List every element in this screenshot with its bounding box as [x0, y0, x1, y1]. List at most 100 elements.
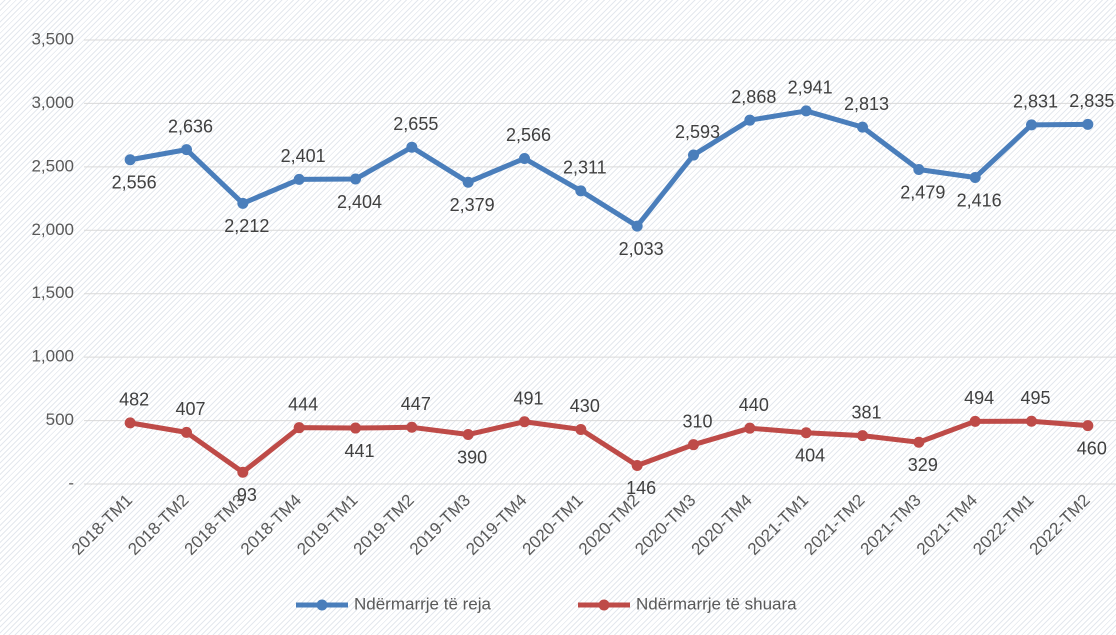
y-tick-label: 2,500 — [31, 156, 74, 175]
data-label: 407 — [175, 399, 205, 419]
data-point — [631, 459, 643, 471]
data-label: 494 — [964, 388, 994, 408]
data-point — [406, 141, 418, 153]
data-label: 2,655 — [393, 114, 438, 134]
data-point — [575, 423, 587, 435]
data-label: 447 — [401, 394, 431, 414]
data-point — [406, 421, 418, 433]
data-label: 2,813 — [844, 94, 889, 114]
data-point — [744, 422, 756, 434]
data-point — [293, 422, 305, 434]
data-label: 2,404 — [337, 192, 382, 212]
data-point — [350, 173, 361, 185]
data-point — [124, 417, 136, 429]
data-label: 482 — [119, 390, 149, 410]
data-label: 146 — [626, 478, 656, 498]
data-label: 93 — [237, 485, 257, 505]
legend-label: Ndërmarrje të reja — [354, 594, 492, 613]
data-point — [1082, 420, 1094, 432]
data-point — [124, 154, 136, 166]
data-point — [913, 164, 925, 176]
data-point — [744, 114, 756, 126]
data-label: 381 — [851, 402, 881, 422]
data-label: 2,941 — [788, 78, 833, 98]
data-label: 2,401 — [281, 146, 326, 166]
legend-marker — [598, 599, 610, 611]
data-point — [969, 172, 981, 184]
data-label: 2,831 — [1013, 92, 1058, 112]
y-tick-label: - — [68, 473, 74, 492]
data-point — [519, 416, 530, 428]
data-label: 2,212 — [224, 216, 269, 236]
data-point — [462, 429, 474, 441]
x-tick-label: 2021-TM2 — [800, 491, 868, 559]
legend-marker — [316, 599, 328, 611]
data-label: 440 — [739, 395, 769, 415]
data-point — [1082, 118, 1094, 130]
data-point — [1026, 415, 1037, 427]
data-point — [857, 430, 868, 442]
y-tick-label: 3,500 — [31, 29, 74, 48]
x-tick-label: 2019-TM1 — [293, 491, 361, 559]
data-point — [631, 220, 643, 232]
y-tick-label: 3,000 — [31, 93, 74, 112]
data-label: 2,416 — [957, 190, 1002, 210]
data-label: 2,033 — [619, 239, 664, 259]
data-point — [1026, 119, 1037, 131]
data-point — [519, 152, 530, 164]
data-point — [913, 436, 925, 448]
x-tick-label: 2019-TM2 — [350, 491, 418, 559]
data-label: 390 — [457, 447, 487, 467]
data-label: 2,636 — [168, 116, 213, 136]
x-tick-label: 2022-TM1 — [969, 491, 1037, 559]
data-point — [688, 149, 699, 161]
data-label: 2,868 — [731, 87, 776, 107]
data-label: 404 — [795, 445, 825, 465]
data-label: 2,835 — [1069, 91, 1114, 111]
data-label: 441 — [344, 441, 374, 461]
x-tick-label: 2021-TM1 — [744, 491, 812, 559]
x-tick-label: 2019-TM4 — [462, 491, 530, 559]
y-tick-label: 1,000 — [31, 347, 74, 366]
data-label: 2,566 — [506, 125, 551, 145]
x-tick-label: 2021-TM3 — [857, 491, 925, 559]
data-point — [575, 185, 587, 197]
data-label: 495 — [1020, 388, 1050, 408]
data-point — [462, 176, 474, 188]
data-label: 310 — [682, 411, 712, 431]
data-point — [181, 426, 192, 438]
data-point — [969, 415, 981, 427]
x-tick-label: 2020-TM3 — [631, 491, 699, 559]
legend-label: Ndërmarrje të shuara — [636, 594, 797, 613]
data-point — [293, 173, 305, 185]
data-point — [800, 427, 812, 439]
data-label: 430 — [570, 396, 600, 416]
y-tick-label: 500 — [46, 410, 74, 429]
series-line — [129, 108, 1088, 229]
data-point — [688, 439, 699, 451]
data-point — [237, 197, 249, 209]
data-point — [800, 105, 812, 117]
data-point — [181, 144, 192, 156]
data-point — [857, 121, 868, 133]
x-tick-label: 2021-TM4 — [913, 491, 981, 559]
x-tick-label: 2018-TM1 — [68, 491, 136, 559]
x-tick-label: 2018-TM2 — [124, 491, 192, 559]
x-tick-label: 2022-TM2 — [1026, 491, 1094, 559]
data-label: 2,379 — [450, 195, 495, 215]
y-tick-label: 2,000 — [31, 220, 74, 239]
data-label: 2,479 — [900, 182, 945, 202]
x-tick-label: 2020-TM1 — [519, 491, 587, 559]
data-label: 2,311 — [563, 158, 607, 178]
y-tick-label: 1,500 — [31, 283, 74, 302]
series-line — [129, 418, 1089, 475]
data-label: 491 — [513, 388, 543, 408]
data-point — [350, 422, 361, 434]
x-tick-label: 2019-TM3 — [406, 491, 474, 559]
x-tick-label: 2020-TM2 — [575, 491, 643, 559]
data-point — [237, 466, 249, 478]
data-label: 444 — [288, 394, 318, 414]
data-label: 2,593 — [675, 122, 720, 142]
